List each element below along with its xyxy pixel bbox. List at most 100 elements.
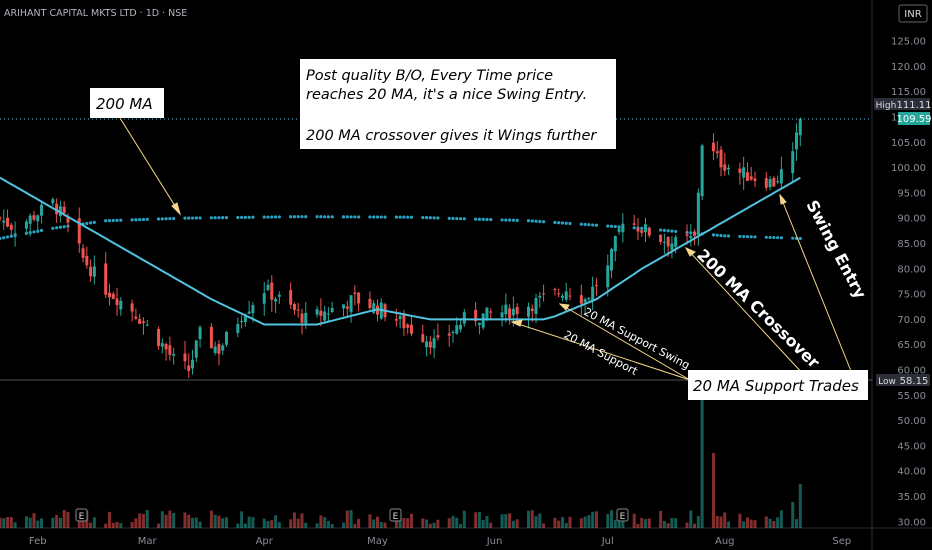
ma200-dot — [296, 215, 300, 219]
y-tick-label: 115.00 — [891, 87, 926, 98]
volume-bar — [462, 510, 466, 528]
volume-bar — [640, 517, 644, 528]
candle-body — [659, 234, 663, 242]
candle-body — [2, 220, 6, 223]
volume-bar — [292, 512, 296, 528]
volume-bar — [270, 520, 274, 528]
ma200-dot — [156, 217, 161, 221]
volume-bar — [587, 515, 591, 528]
candle-body — [564, 291, 568, 300]
ma200-dot — [58, 225, 62, 229]
candle-body — [236, 324, 240, 333]
candle-body — [168, 345, 172, 355]
ma200-dot — [462, 217, 466, 221]
ma200-dot — [711, 233, 716, 237]
volume-bar — [349, 510, 353, 528]
currency-button[interactable] — [898, 4, 928, 23]
candle-body — [591, 286, 595, 302]
candle-body — [776, 181, 780, 183]
candle-body — [81, 248, 85, 258]
volume-bar — [172, 512, 176, 528]
ma200-dot — [221, 216, 225, 220]
ma200-dot — [164, 217, 168, 221]
y-tick-label: 105.00 — [891, 138, 926, 149]
candle-body — [504, 304, 508, 315]
event-marker-label: E — [79, 512, 85, 522]
x-axis[interactable]: Feb Mar Apr May Jun Jul Aug Sep — [29, 536, 851, 547]
volume-bar — [402, 517, 406, 528]
ma200-dot — [530, 219, 534, 223]
candle-body — [58, 206, 62, 217]
high-badge-label-bg — [874, 98, 898, 110]
candle-body — [372, 303, 376, 313]
event-marker[interactable] — [75, 508, 88, 522]
volume-bar — [451, 515, 455, 528]
symbol-title: ARIHANT CAPITAL MKTS LTD · 1D · NSE — [4, 8, 187, 19]
candle-body — [542, 293, 546, 295]
candle-body — [723, 164, 727, 171]
ma200-dot — [481, 217, 485, 221]
candle-body — [674, 237, 678, 247]
main-note-line1: Post quality B/O, Every Time price — [306, 68, 553, 84]
y-tick-label: 70.00 — [897, 315, 926, 326]
volume-bar — [791, 502, 795, 528]
candle-body — [213, 346, 217, 353]
ma200-dot — [88, 221, 93, 225]
volume-bar — [647, 518, 651, 528]
volume-bar — [745, 517, 749, 528]
candle-body — [779, 169, 783, 184]
candle-body — [262, 293, 266, 304]
ma200-dot — [776, 236, 780, 240]
candle-body — [0, 217, 2, 219]
high-badge-label: High — [876, 101, 897, 111]
ma200-dot — [583, 222, 587, 227]
candle-body — [753, 178, 757, 181]
ma200-dot — [160, 217, 164, 221]
candle-body — [666, 237, 670, 247]
volume-bar — [530, 510, 534, 528]
candle-body — [304, 312, 308, 324]
volume-bar — [594, 511, 598, 528]
candle-body — [51, 199, 55, 204]
volume-bar — [406, 518, 410, 528]
candle-body — [693, 231, 697, 236]
y-tick-label: 30.00 — [897, 517, 926, 528]
ma200-dot — [447, 216, 451, 220]
candle-body — [172, 354, 176, 356]
volume-bar — [304, 522, 308, 528]
ma200-dot — [436, 216, 440, 220]
candle-body — [685, 234, 689, 236]
candle-body — [795, 132, 799, 150]
candle-body — [485, 307, 489, 319]
candle-body — [406, 324, 410, 328]
volume-bar — [526, 510, 530, 528]
volume-bar — [459, 523, 463, 528]
ma200-dot — [0, 236, 2, 241]
volume-bar — [421, 518, 425, 528]
candle-body — [345, 306, 349, 309]
candle-body — [610, 248, 614, 271]
volume-bar — [357, 518, 361, 528]
event-markers[interactable]: E E E — [75, 508, 629, 522]
volume-bar — [141, 513, 145, 528]
volume-bar — [700, 393, 704, 528]
candle-body — [425, 341, 429, 348]
candle-body — [85, 255, 89, 266]
ma200-dot — [115, 218, 119, 222]
volume-bar — [187, 514, 191, 528]
high-badge-value: 111.11 — [897, 100, 932, 111]
candle-body — [727, 167, 731, 170]
ma200-dot — [606, 224, 610, 228]
ma200-dot — [372, 215, 376, 219]
event-marker[interactable] — [616, 508, 629, 522]
volume-bar — [477, 511, 481, 528]
ma200-dot — [553, 220, 557, 225]
ma200-dot — [209, 216, 213, 220]
candle-body — [447, 333, 451, 336]
ma200-dot — [289, 215, 293, 219]
x-tick-label: Jul — [601, 536, 614, 547]
volume-bar — [92, 517, 96, 528]
ma200-dot — [39, 228, 44, 233]
event-marker[interactable] — [389, 508, 402, 522]
